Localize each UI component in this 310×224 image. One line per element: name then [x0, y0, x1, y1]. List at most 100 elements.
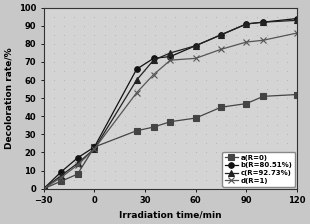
- Point: [244, 106, 249, 109]
- Point: [183, 178, 188, 181]
- Point: [153, 33, 158, 37]
- Point: [224, 187, 229, 190]
- Point: [153, 69, 158, 73]
- Point: [153, 142, 158, 145]
- Point: [193, 87, 198, 91]
- Point: [183, 51, 188, 55]
- Point: [92, 123, 97, 127]
- d(R=1): [93, 147, 96, 150]
- Point: [285, 151, 290, 154]
- Point: [112, 142, 117, 145]
- Point: [112, 106, 117, 109]
- Point: [132, 33, 137, 37]
- Point: [285, 106, 290, 109]
- Point: [264, 69, 269, 73]
- Point: [102, 169, 107, 172]
- Point: [214, 187, 219, 190]
- Point: [61, 42, 66, 46]
- Point: [234, 15, 239, 19]
- a(R=0): [219, 106, 223, 109]
- a(R=0): [93, 146, 96, 148]
- Point: [163, 114, 168, 118]
- Point: [173, 24, 178, 28]
- Point: [214, 78, 219, 82]
- Point: [72, 133, 77, 136]
- Point: [224, 106, 229, 109]
- Point: [132, 106, 137, 109]
- Point: [143, 133, 148, 136]
- Point: [193, 133, 198, 136]
- Point: [112, 133, 117, 136]
- Point: [264, 106, 269, 109]
- Point: [51, 60, 56, 64]
- Point: [173, 60, 178, 64]
- Point: [254, 42, 259, 46]
- Point: [224, 133, 229, 136]
- Point: [122, 160, 127, 163]
- Point: [143, 60, 148, 64]
- Point: [193, 160, 198, 163]
- Point: [244, 123, 249, 127]
- Point: [112, 51, 117, 55]
- Point: [122, 169, 127, 172]
- Point: [82, 106, 87, 109]
- Point: [285, 78, 290, 82]
- Point: [254, 169, 259, 172]
- Point: [122, 15, 127, 19]
- Point: [72, 178, 77, 181]
- Point: [264, 142, 269, 145]
- Point: [254, 15, 259, 19]
- Point: [102, 114, 107, 118]
- Point: [72, 96, 77, 100]
- Point: [102, 106, 107, 109]
- Point: [183, 15, 188, 19]
- Point: [41, 60, 46, 64]
- a(R=0): [42, 187, 46, 190]
- Point: [72, 87, 77, 91]
- Point: [153, 123, 158, 127]
- Point: [41, 51, 46, 55]
- Point: [193, 178, 198, 181]
- Point: [203, 133, 208, 136]
- Point: [61, 69, 66, 73]
- c(R=92.73%): [76, 162, 79, 165]
- Point: [173, 114, 178, 118]
- Point: [244, 78, 249, 82]
- Point: [193, 123, 198, 127]
- Point: [82, 169, 87, 172]
- Point: [82, 69, 87, 73]
- Point: [102, 60, 107, 64]
- Point: [51, 15, 56, 19]
- Point: [264, 160, 269, 163]
- Point: [224, 24, 229, 28]
- Point: [244, 187, 249, 190]
- a(R=0): [245, 102, 248, 105]
- Point: [254, 106, 259, 109]
- Point: [41, 15, 46, 19]
- Point: [173, 187, 178, 190]
- Point: [183, 96, 188, 100]
- Point: [193, 151, 198, 154]
- Point: [122, 178, 127, 181]
- Point: [203, 24, 208, 28]
- Point: [41, 106, 46, 109]
- Point: [274, 142, 279, 145]
- Point: [163, 169, 168, 172]
- Point: [122, 87, 127, 91]
- Point: [61, 15, 66, 19]
- Point: [41, 42, 46, 46]
- Point: [92, 24, 97, 28]
- Point: [132, 169, 137, 172]
- Point: [72, 42, 77, 46]
- Point: [163, 15, 168, 19]
- d(R=1): [152, 73, 155, 76]
- Point: [203, 96, 208, 100]
- Point: [72, 142, 77, 145]
- a(R=0): [295, 93, 299, 96]
- Point: [112, 169, 117, 172]
- Point: [183, 142, 188, 145]
- c(R=92.73%): [295, 19, 299, 22]
- Point: [122, 114, 127, 118]
- Point: [82, 142, 87, 145]
- Point: [61, 60, 66, 64]
